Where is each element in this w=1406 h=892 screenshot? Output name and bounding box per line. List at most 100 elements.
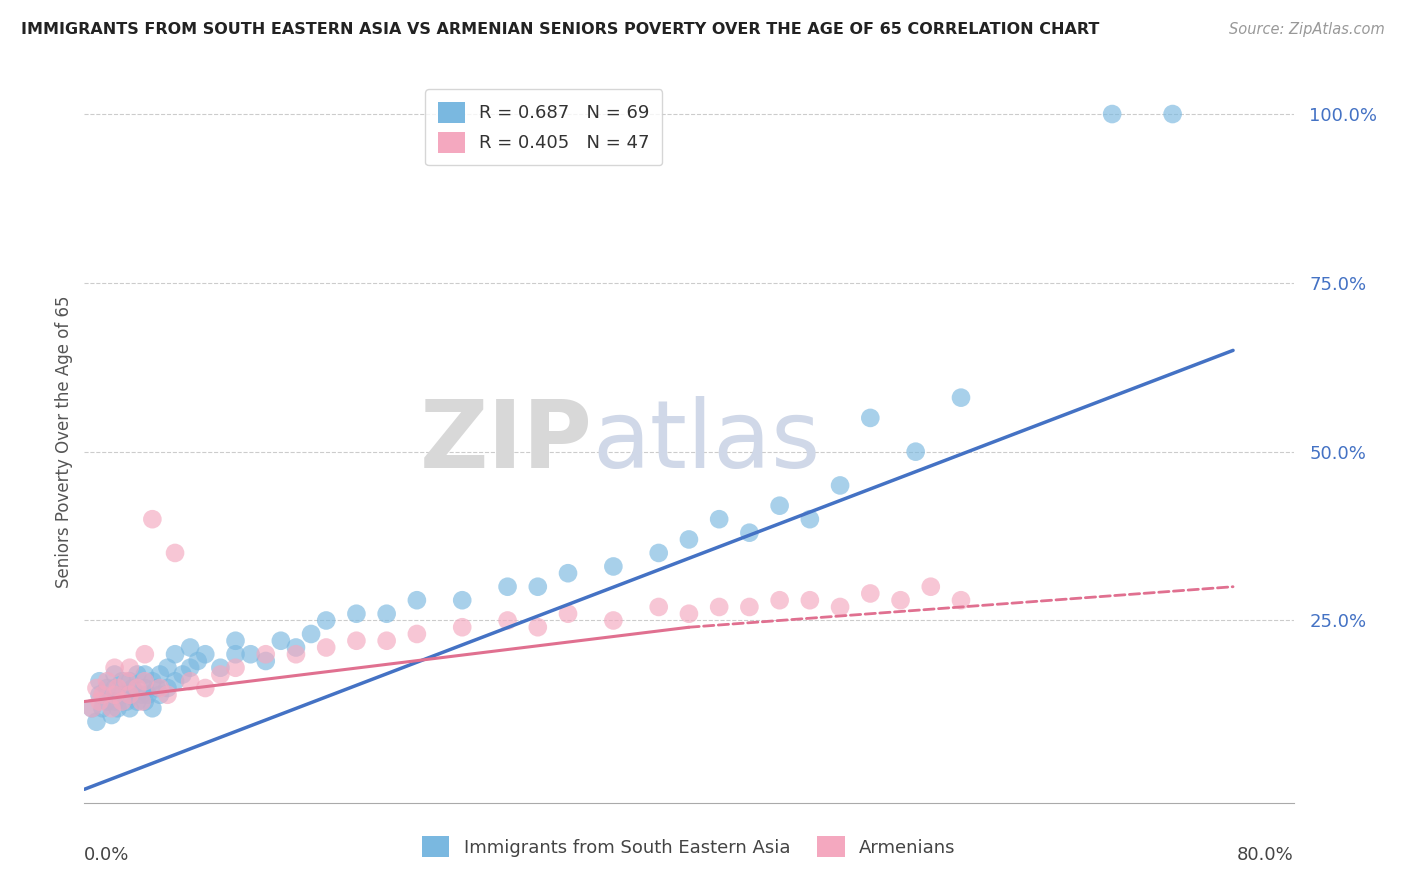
Point — [678, 607, 700, 621]
Point — [91, 701, 114, 715]
Point — [346, 607, 368, 621]
Text: IMMIGRANTS FROM SOUTH EASTERN ASIA VS ARMENIAN SENIORS POVERTY OVER THE AGE OF 6: IMMIGRANTS FROM SOUTH EASTERN ASIA VS AR… — [21, 22, 1099, 37]
Point — [225, 661, 247, 675]
Point — [648, 546, 671, 560]
Point — [1161, 107, 1184, 121]
Point — [769, 499, 792, 513]
Point — [115, 694, 138, 708]
Point — [709, 599, 731, 614]
Point — [96, 674, 118, 689]
Point — [950, 391, 973, 405]
Point — [299, 627, 322, 641]
Point — [254, 647, 277, 661]
Point — [709, 512, 731, 526]
Point — [406, 627, 429, 641]
Point — [648, 599, 671, 614]
Point — [149, 688, 172, 702]
Point — [799, 512, 821, 526]
Point — [738, 525, 761, 540]
Point — [156, 681, 179, 695]
Point — [859, 586, 882, 600]
Point — [165, 546, 187, 560]
Point — [134, 694, 156, 708]
Point — [118, 688, 141, 702]
Point — [496, 614, 519, 628]
Point — [115, 674, 138, 689]
Point — [406, 593, 429, 607]
Point — [136, 688, 159, 702]
Point — [131, 694, 153, 708]
Text: 0.0%: 0.0% — [84, 847, 129, 864]
Point — [96, 681, 118, 695]
Point — [80, 701, 103, 715]
Point — [451, 593, 474, 607]
Point — [89, 694, 111, 708]
Point — [285, 640, 308, 655]
Point — [239, 647, 262, 661]
Point — [738, 599, 761, 614]
Point — [557, 607, 579, 621]
Point — [678, 533, 700, 547]
Point — [194, 647, 217, 661]
Point — [134, 667, 156, 681]
Point — [149, 667, 172, 681]
Text: 80.0%: 80.0% — [1237, 847, 1294, 864]
Point — [118, 701, 141, 715]
Point — [920, 580, 942, 594]
Point — [285, 647, 308, 661]
Point — [194, 681, 217, 695]
Point — [375, 633, 398, 648]
Point — [118, 661, 141, 675]
Point — [602, 559, 624, 574]
Point — [146, 681, 169, 695]
Point — [134, 674, 156, 689]
Point — [527, 620, 550, 634]
Point — [104, 694, 127, 708]
Point — [91, 688, 114, 702]
Point — [127, 694, 149, 708]
Point — [118, 674, 141, 689]
Point — [127, 681, 149, 695]
Point — [89, 688, 111, 702]
Point — [496, 580, 519, 594]
Y-axis label: Seniors Poverty Over the Age of 65: Seniors Poverty Over the Age of 65 — [55, 295, 73, 588]
Point — [315, 614, 337, 628]
Point — [179, 674, 201, 689]
Point — [141, 512, 163, 526]
Point — [209, 667, 232, 681]
Point — [799, 593, 821, 607]
Point — [904, 444, 927, 458]
Point — [209, 661, 232, 675]
Point — [165, 647, 187, 661]
Point — [769, 593, 792, 607]
Legend: Immigrants from South Eastern Asia, Armenians: Immigrants from South Eastern Asia, Arme… — [413, 827, 965, 866]
Point — [86, 714, 108, 729]
Point — [1101, 107, 1123, 121]
Point — [86, 681, 108, 695]
Point — [121, 681, 143, 695]
Point — [346, 633, 368, 648]
Point — [104, 688, 127, 702]
Point — [104, 681, 127, 695]
Point — [111, 688, 134, 702]
Point — [141, 701, 163, 715]
Point — [149, 681, 172, 695]
Point — [127, 667, 149, 681]
Point — [107, 701, 129, 715]
Point — [156, 688, 179, 702]
Point — [859, 411, 882, 425]
Point — [375, 607, 398, 621]
Point — [96, 694, 118, 708]
Point — [111, 694, 134, 708]
Point — [179, 661, 201, 675]
Point — [89, 674, 111, 689]
Point — [890, 593, 912, 607]
Point — [225, 633, 247, 648]
Point — [172, 667, 194, 681]
Point — [104, 661, 127, 675]
Text: Source: ZipAtlas.com: Source: ZipAtlas.com — [1229, 22, 1385, 37]
Point — [254, 654, 277, 668]
Point — [80, 701, 103, 715]
Text: ZIP: ZIP — [419, 395, 592, 488]
Point — [602, 614, 624, 628]
